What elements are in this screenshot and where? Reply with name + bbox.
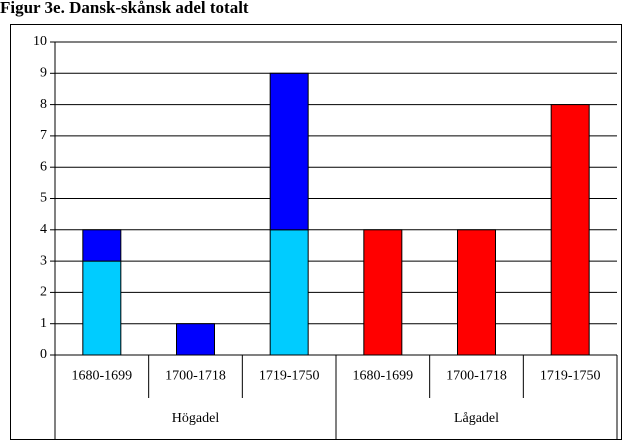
y-tick-label: 0 (40, 347, 47, 362)
y-tick-label: 3 (40, 253, 47, 268)
bar-segment (269, 229, 309, 356)
y-tick-label: 10 (33, 34, 47, 49)
x-tick-label: 1719-1750 (540, 369, 601, 384)
y-tick-label: 6 (40, 159, 47, 174)
bar-segment (457, 229, 496, 356)
x-tick-label: 1680-1699 (71, 369, 132, 384)
bar-segment (82, 260, 122, 356)
y-tick-label: 4 (40, 222, 47, 237)
y-tick-label: 2 (40, 285, 47, 300)
x-tick-label: 1700-1718 (165, 369, 226, 384)
y-tick-label: 1 (40, 316, 47, 331)
y-tick-label: 9 (40, 66, 47, 81)
bar-segment (550, 104, 590, 356)
group-label: Lågadel (454, 411, 499, 426)
x-tick-label: 1719-1750 (259, 369, 320, 384)
bar-segment (82, 229, 122, 262)
y-tick-label: 8 (40, 97, 47, 112)
bar-segment (269, 72, 309, 231)
chart-title: Figur 3e. Dansk-skånsk adel totalt (0, 0, 249, 17)
x-tick-label: 1700-1718 (446, 369, 507, 384)
bar-segment (176, 323, 215, 356)
y-tick-label: 7 (40, 128, 47, 143)
bar-segment (363, 229, 403, 356)
group-label: Högadel (172, 411, 220, 426)
y-tick-label: 5 (40, 191, 47, 206)
x-tick-label: 1680-1699 (352, 369, 413, 384)
